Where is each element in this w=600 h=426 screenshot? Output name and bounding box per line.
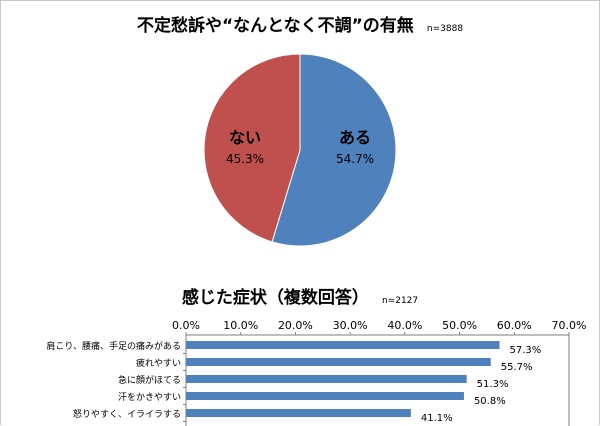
x-tick-label: 60.0%	[497, 319, 532, 332]
pie-slice-value-label: 54.7%	[336, 152, 374, 166]
bar-sample-size: n=2127	[382, 296, 418, 306]
x-tick-label: 30.0%	[333, 319, 368, 332]
bar	[186, 392, 464, 400]
pie-slice-label: ない	[229, 128, 261, 147]
pie-slice-label: ある	[339, 128, 371, 147]
bar-value-label: 55.7%	[501, 362, 533, 373]
pie-labels: ある 54.7% ない 45.3%	[226, 128, 374, 166]
x-tick-label: 40.0%	[387, 319, 422, 332]
pie-slice-value-label: 45.3%	[226, 152, 264, 166]
pie-slice-yes	[271, 53, 397, 247]
bar-category-label: 怒りやすく、イライラする	[73, 408, 181, 420]
bar-marks: 肩こり、腰痛、手足の痛みがある 57.3% 疲れやすい 55.7% 急に顔がほてる 51.…	[46, 340, 541, 424]
bar-title: 感じた症状（複数回答） n=2127	[182, 287, 418, 308]
bar-value-label: 51.3%	[477, 379, 509, 390]
x-tick-label: 0.0%	[172, 319, 200, 332]
x-tick-label: 10.0%	[223, 319, 258, 332]
bar-chart: 感じた症状（複数回答） n=2127 0.0% 10.0% 20.0% 30.0% 40…	[46, 287, 586, 426]
bar-value-label: 57.3%	[510, 345, 542, 356]
bar-category-label: 肩こり、腰痛、手足の痛みがある	[46, 340, 181, 352]
bar-category-label: 汗をかきやすい	[118, 391, 181, 403]
x-tick-label: 20.0%	[278, 319, 313, 332]
bar	[186, 341, 500, 349]
pie-title-text: 不定愁訴や“なんとなく不調”の有無	[137, 15, 414, 36]
bar-plot-area	[185, 334, 570, 426]
bar-axis: 0.0% 10.0% 20.0% 30.0% 40.0% 50.0% 60.0% 70.0%	[172, 319, 586, 426]
bar	[186, 358, 491, 366]
bar-value-label: 50.8%	[474, 396, 506, 407]
x-tick-label: 70.0%	[552, 319, 587, 332]
bar-title-text: 感じた症状（複数回答）	[182, 287, 369, 308]
bar	[186, 375, 467, 383]
bar	[186, 409, 411, 417]
pie-sample-size: n=3888	[427, 24, 463, 34]
pie-title: 不定愁訴や“なんとなく不調”の有無 n=3888	[137, 15, 463, 36]
bar-value-label: 41.1%	[421, 413, 453, 424]
bar-category-label: 疲れやすい	[136, 357, 181, 369]
x-tick-label: 50.0%	[442, 319, 477, 332]
pie-slices	[203, 53, 397, 247]
bar-category-label: 急に顔がほてる	[118, 374, 181, 386]
pie-chart: 不定愁訴や“なんとなく不調”の有無 n=3888 ある 54.7% ない 45.3%	[137, 15, 463, 247]
pie-slice-no	[203, 53, 301, 243]
